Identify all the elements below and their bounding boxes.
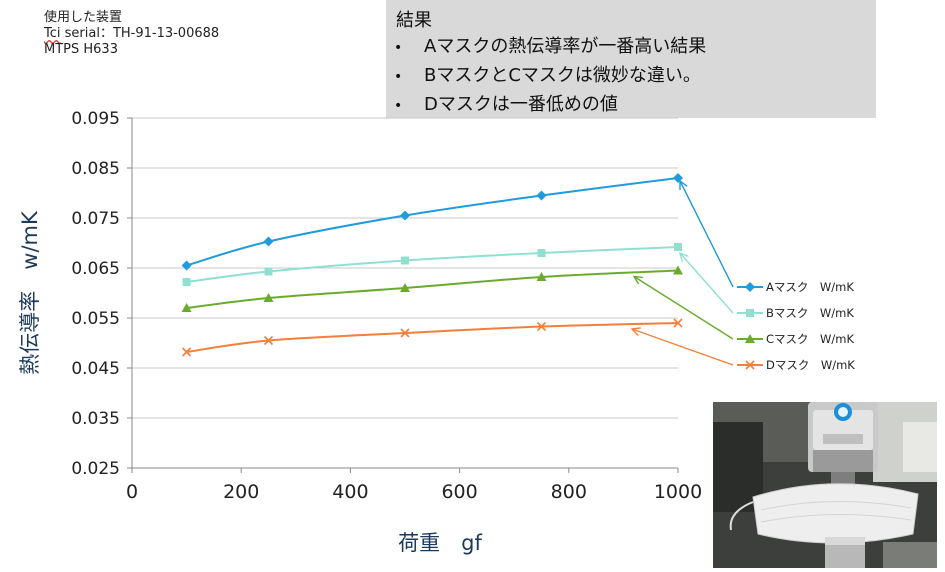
series-line bbox=[186, 177, 679, 267]
series-line bbox=[186, 246, 679, 283]
legend-item: Dマスク W/mK bbox=[737, 358, 855, 372]
data-point bbox=[537, 249, 546, 257]
bullet-icon: • bbox=[394, 40, 403, 56]
y-axis-label: 熱伝導率 w/mK bbox=[18, 210, 42, 375]
series-group bbox=[182, 243, 682, 286]
data-point bbox=[182, 278, 191, 286]
results-title: 結果 bbox=[396, 10, 432, 31]
data-point bbox=[745, 334, 755, 343]
data-point bbox=[536, 190, 547, 201]
results-list: • Aマスクの熱伝導率が一番高い結果 • BマスクとCマスクは微妙な違い。 • Dマス… bbox=[394, 33, 706, 120]
y-tick-label: 0.025 bbox=[71, 459, 120, 479]
x-tick-label: 1000 bbox=[654, 481, 702, 503]
legend-label: Bマスク W/mK bbox=[766, 306, 854, 320]
annotation-arrow bbox=[679, 252, 734, 314]
data-point bbox=[263, 335, 274, 346]
annotation-arrowhead bbox=[630, 327, 641, 336]
results-item-text: Dマスクは一番低めの値 bbox=[424, 94, 618, 115]
data-point bbox=[673, 318, 683, 328]
data-point bbox=[400, 210, 410, 221]
y-tick-label: 0.095 bbox=[71, 109, 120, 129]
series-line bbox=[186, 269, 679, 309]
results-item-text: BマスクとCマスクは微妙な違い。 bbox=[424, 65, 701, 86]
x-tick-label: 600 bbox=[441, 481, 477, 503]
series-group bbox=[181, 173, 683, 271]
device-model: MTPS H633 bbox=[44, 42, 118, 57]
annotation-arrow bbox=[679, 180, 734, 288]
data-point bbox=[263, 236, 274, 247]
device-serial: Tci serial：TH-91-13-00688 bbox=[44, 26, 219, 42]
device-info-title: 使用した装置 bbox=[44, 10, 123, 25]
bullet-icon: • bbox=[394, 98, 403, 114]
bullet-icon: • bbox=[394, 69, 403, 85]
results-item: • Dマスクは一番低めの値 bbox=[394, 91, 706, 120]
data-point bbox=[264, 267, 273, 276]
y-tick-label: 0.055 bbox=[71, 309, 120, 329]
serial-number: serial：TH-91-13-00688 bbox=[60, 26, 220, 41]
series-group bbox=[181, 265, 683, 312]
data-point bbox=[401, 256, 409, 265]
data-point bbox=[536, 321, 547, 332]
y-tick-label: 0.035 bbox=[71, 409, 120, 429]
results-item-text: Aマスクの熱伝導率が一番高い結果 bbox=[424, 36, 707, 57]
data-point bbox=[673, 173, 683, 183]
x-tick-label: 800 bbox=[551, 481, 587, 503]
annotation-arrow bbox=[631, 328, 734, 366]
measurement-device-photo bbox=[713, 402, 937, 568]
data-point bbox=[745, 282, 755, 292]
legend-item: Aマスク W/mK bbox=[737, 280, 854, 294]
data-point bbox=[263, 293, 274, 302]
data-point bbox=[674, 243, 682, 251]
device-info: 使用した装置 Tci serial：TH-91-13-00688 MTPS H6… bbox=[44, 10, 219, 58]
annotation-arrow bbox=[633, 275, 734, 340]
series-group bbox=[182, 318, 683, 357]
y-tick-label: 0.065 bbox=[71, 259, 120, 279]
annotation-arrowhead bbox=[632, 275, 643, 285]
legend-label: Aマスク W/mK bbox=[766, 280, 854, 294]
x-tick-label: 200 bbox=[223, 481, 259, 503]
legend-item: Bマスク W/mK bbox=[737, 306, 854, 320]
x-axis-label: 荷重 gf bbox=[398, 531, 482, 555]
y-tick-label: 0.075 bbox=[71, 209, 120, 229]
y-tick-label: 0.085 bbox=[71, 159, 120, 179]
x-tick-label: 0 bbox=[126, 481, 138, 503]
data-point bbox=[182, 347, 192, 357]
legend-label: Dマスク W/mK bbox=[766, 358, 855, 372]
data-point bbox=[181, 303, 192, 312]
serial-prefix: Tci bbox=[44, 26, 61, 41]
annotation-arrowhead bbox=[679, 179, 688, 190]
data-point bbox=[746, 309, 754, 317]
results-item: • BマスクとCマスクは微妙な違い。 bbox=[394, 62, 706, 91]
legend-label: Cマスク W/mK bbox=[766, 332, 854, 346]
data-point bbox=[536, 272, 547, 281]
legend-item: Cマスク W/mK bbox=[737, 332, 854, 346]
annotation-arrowhead bbox=[678, 251, 689, 262]
y-tick-label: 0.045 bbox=[71, 359, 120, 379]
series-line bbox=[186, 322, 679, 353]
data-point bbox=[400, 328, 410, 338]
results-box: 結果 • Aマスクの熱伝導率が一番高い結果 • BマスクとCマスクは微妙な違い。 •… bbox=[386, 0, 876, 118]
data-point bbox=[181, 260, 192, 271]
data-point bbox=[400, 283, 410, 292]
x-tick-label: 400 bbox=[332, 481, 368, 503]
data-point bbox=[673, 265, 683, 275]
data-point bbox=[745, 360, 755, 370]
device-photo bbox=[713, 402, 937, 568]
results-item: • Aマスクの熱伝導率が一番高い結果 bbox=[394, 33, 706, 62]
